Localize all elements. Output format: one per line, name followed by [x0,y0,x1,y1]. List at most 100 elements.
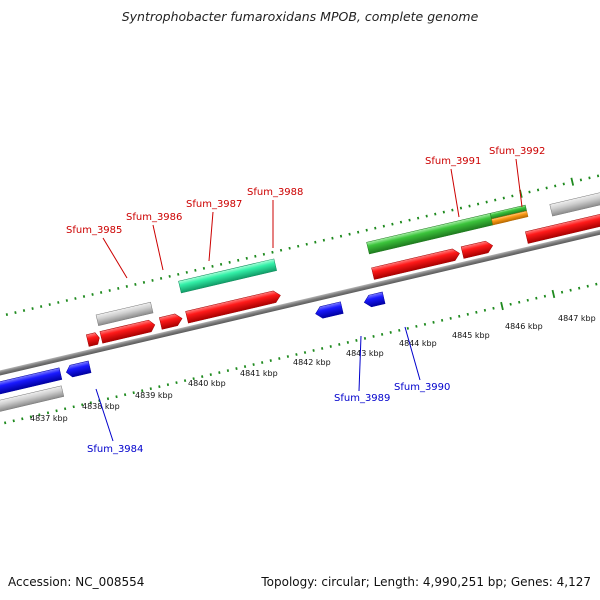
gene-sfum-3984-arrow[interactable] [65,360,92,378]
reverse-tick [286,355,290,358]
reverse-tick [106,397,110,401]
gene-next-arrow[interactable] [525,206,600,244]
reverse-tick [295,353,298,356]
gene-label-sfum-3987[interactable]: Sfum_3987 [186,199,242,210]
forward-tick [31,307,34,310]
gene-callouts: Sfum_3985 Sfum_3986 Sfum_3987 Sfum_3988 Sfum… [66,146,545,455]
forward-tick [117,287,120,290]
gene-label-sfum-3989[interactable]: Sfum_3989 [334,393,390,404]
forward-tick [425,214,428,218]
gene-sfum-3985-arrow[interactable] [85,332,100,347]
reverse-tick [372,334,375,338]
scale-label: 4837 kbp [30,414,68,423]
feature-teal-3988[interactable] [178,258,277,294]
forward-tick [391,222,394,226]
forward-tick [554,184,557,188]
forward-tick [202,266,206,270]
forward-tick [596,174,600,178]
reverse-tick [149,387,152,391]
reverse-tick [175,381,178,385]
page-title: Syntrophobacter fumaroxidans MPOB, compl… [121,9,479,24]
gene-label-sfum-3988[interactable]: Sfum_3988 [247,187,303,198]
forward-tick [562,182,565,186]
scale-label: 4842 kbp [293,358,331,367]
feature-grey-right[interactable] [549,185,600,217]
forward-tick [185,270,188,274]
forward-tick [5,313,9,316]
footer-topology-info: Topology: circular; Length: 4,990,251 bp… [261,575,591,589]
feature-grey-left[interactable] [0,385,65,417]
forward-tick [39,305,43,308]
gene-sfum-3991-arrow[interactable] [371,247,461,280]
reverse-tick [192,377,195,381]
reverse-tick [81,403,84,407]
gene-sfum-3990-arrow[interactable] [363,291,386,308]
scale-label: 4844 kbp [399,339,437,348]
gene-sfum-3987-arrow[interactable] [158,313,183,330]
forward-tick [91,293,94,296]
forward-tick [22,309,26,312]
forward-genes [85,185,600,347]
gene-label-sfum-3991[interactable]: Sfum_3991 [425,156,481,167]
reverse-tick [329,345,332,348]
forward-tick [82,295,86,298]
reverse-tick [466,312,469,316]
reverse-tick [440,318,444,322]
reverse-tick [475,310,478,314]
forward-tick [262,252,266,256]
reverse-tick [209,373,212,377]
forward-tick [99,291,103,294]
reverse-tick [38,413,41,417]
forward-tick [297,244,300,248]
gene-sfum-3992-arrow[interactable] [460,240,494,259]
forward-tick [288,246,291,250]
forward-tick [494,198,497,202]
forward-tick [254,254,257,258]
reverse-tick [3,421,7,425]
feature-orange-3992[interactable] [491,210,529,226]
genome-backbone [0,217,600,388]
forward-tick [108,289,111,292]
forward-tick [65,299,69,302]
reverse-tick [432,320,435,324]
reverse-tick [158,385,161,389]
gene-label-sfum-3985[interactable]: Sfum_3985 [66,225,122,236]
reverse-tick [449,316,452,320]
feature-grey-3986[interactable] [95,301,154,326]
gene-label-sfum-3992[interactable]: Sfum_3992 [489,146,545,157]
forward-tick [125,285,128,288]
forward-tick [459,206,463,210]
reverse-tick [303,351,307,354]
reverse-tick [166,383,170,387]
reverse-tick [415,324,418,328]
reverse-tick [123,393,127,397]
reverse-tick [226,369,230,372]
reverse-tick [243,365,247,368]
gene-label-sfum-3990[interactable]: Sfum_3990 [394,382,450,393]
forward-tick [305,242,308,246]
reverse-tick [72,405,75,409]
reverse-tick [46,411,50,415]
reverse-tick [312,349,315,352]
forward-tick [545,186,548,190]
reverse-tick [132,391,135,395]
scale-label: 4840 kbp [188,379,226,388]
gene-left-blue-arrow[interactable] [0,367,63,401]
scale-label: 4843 kbp [346,349,384,358]
reverse-tick [595,282,598,286]
forward-tick [14,311,17,314]
forward-tick [159,276,163,280]
gene-sfum-3989-arrow[interactable] [314,301,344,320]
gene-label-sfum-3986[interactable]: Sfum_3986 [126,212,182,223]
reverse-tick [543,294,547,298]
reverse-tick [578,286,581,290]
callout-leader-line [450,168,460,218]
forward-tick [570,177,575,186]
footer-accession: Accession: NC_008554 [8,575,145,589]
forward-tick [245,256,248,260]
gene-label-sfum-3984[interactable]: Sfum_3984 [87,444,143,455]
reverse-tick [500,301,504,311]
gene-sfum-3988-arrow[interactable] [185,290,282,324]
forward-tick [468,204,471,208]
gene-sfum-3986-arrow[interactable] [99,319,156,344]
